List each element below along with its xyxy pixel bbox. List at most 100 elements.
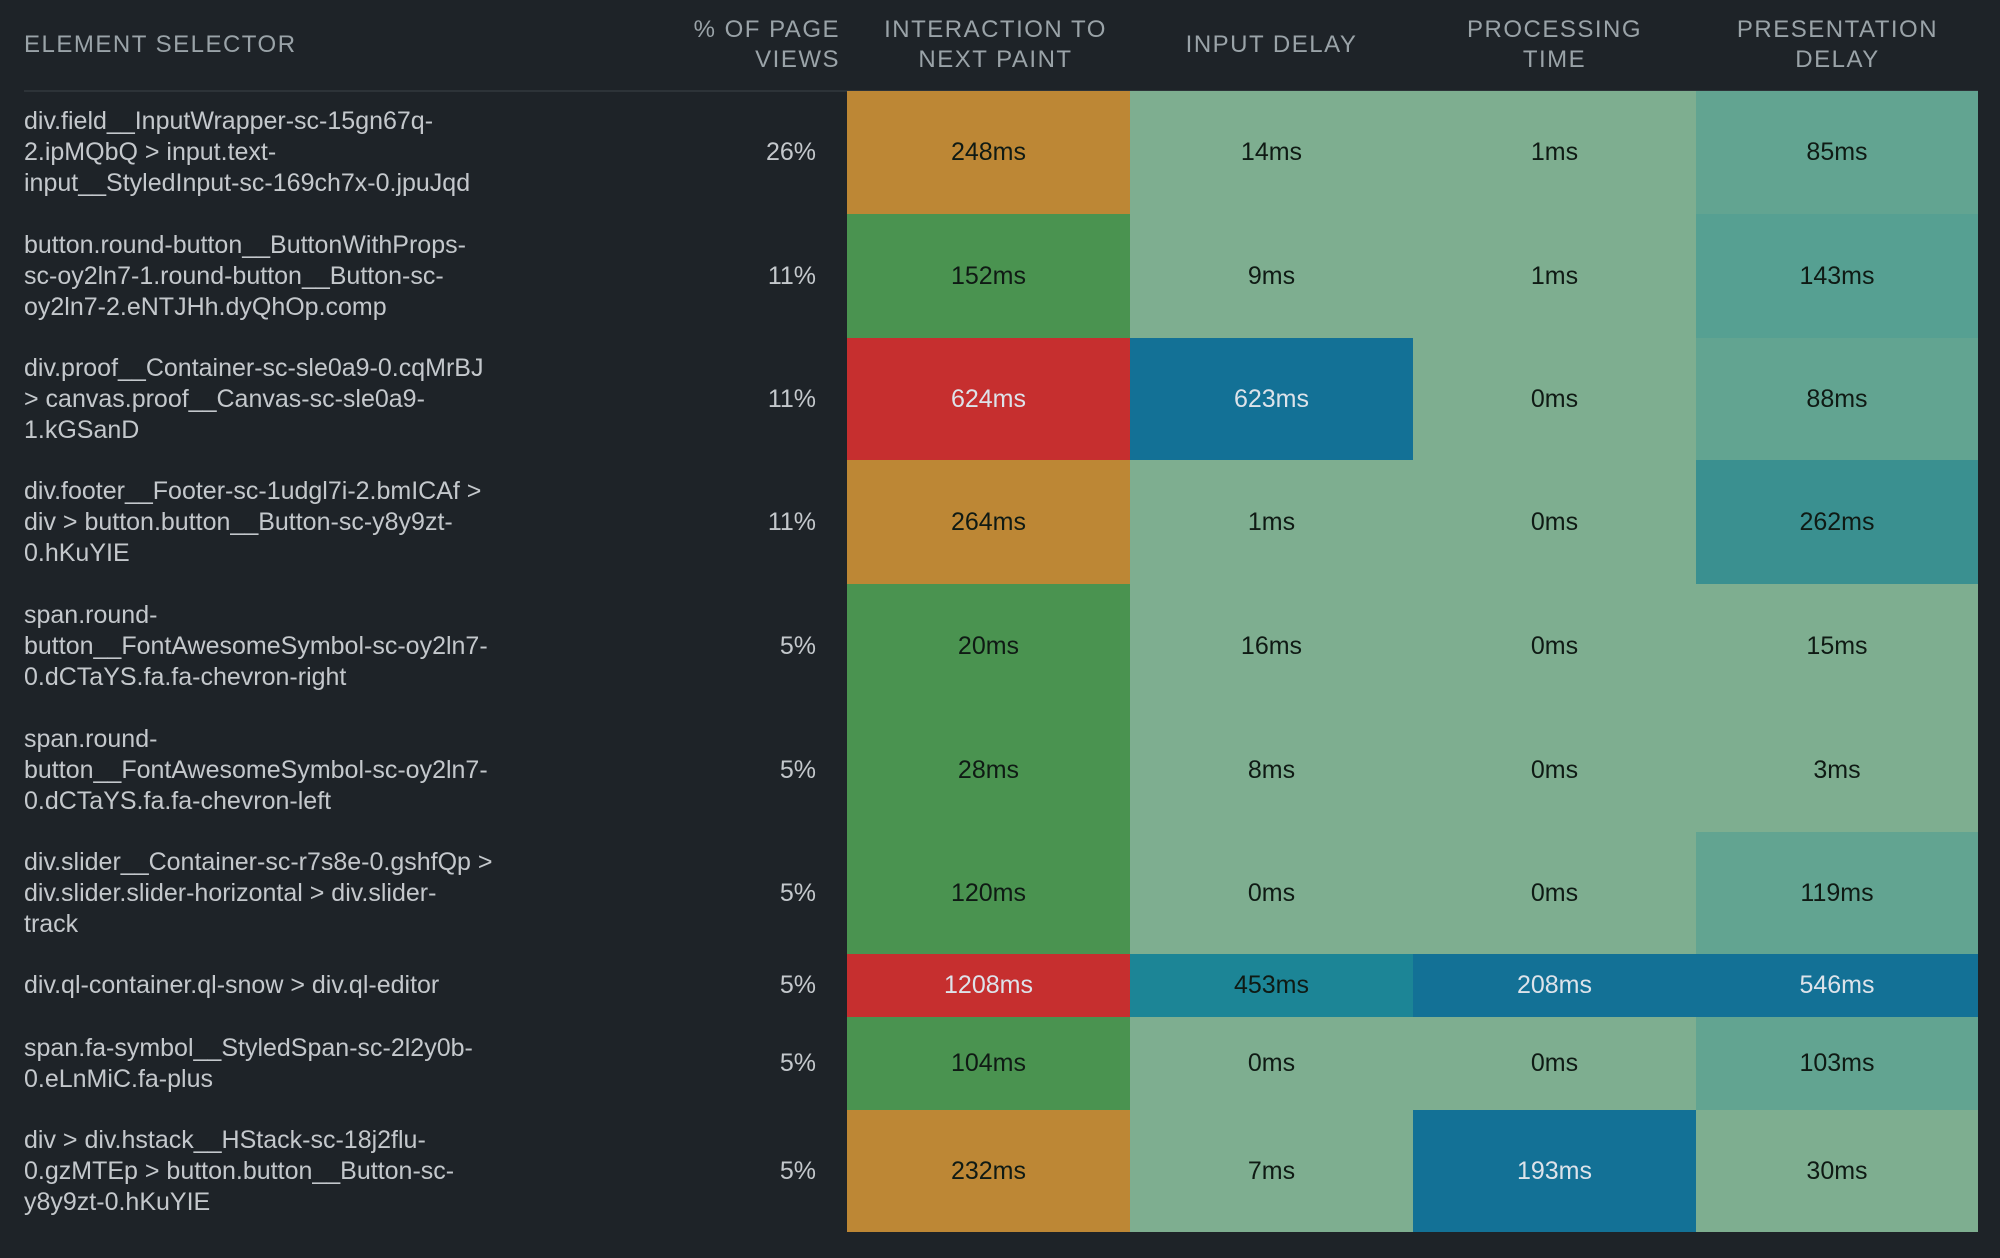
page-views-percent: 26%	[765, 138, 816, 166]
page-views-percent: 5%	[779, 1156, 816, 1185]
processing-time-cell: 193ms	[1413, 1110, 1696, 1232]
input-delay-cell: 14ms	[1130, 91, 1413, 214]
presentation-delay-cell: 30ms	[1696, 1110, 1978, 1232]
element-selector-text: div.ql-container.ql-snow > div.ql-editor	[24, 971, 440, 999]
table-row[interactable]: div.proof__Container-sc-sle0a9-0.cqMrBJ >…	[0, 338, 2000, 460]
presentation-delay-cell: 85ms	[1696, 91, 1978, 214]
itnp-cell: 232ms	[847, 1110, 1130, 1232]
element-selector-text: button.round-button__ButtonWithProps-	[24, 230, 466, 259]
presentation-delay-cell: 143ms	[1696, 214, 1978, 338]
table-row[interactable]: button.round-button__ButtonWithProps-sc-…	[0, 214, 2000, 338]
element-selector-text: 1.kGSanD	[24, 415, 140, 444]
header-element-selector[interactable]: ELEMENT SELECTOR	[24, 0, 584, 90]
input-delay-cell: 7ms	[1130, 1110, 1413, 1232]
element-selector-cell: div.field__InputWrapper-sc-15gn67q- 2.ipM…	[24, 91, 604, 214]
presentation-delay-cell: 3ms	[1696, 708, 1978, 832]
element-selector-text: 0.gzMTEp > button.button__Button-sc-	[24, 1156, 455, 1185]
header-label-line: % OF PAGE	[693, 16, 840, 43]
element-selector-text: span.round-	[24, 600, 158, 629]
table-row[interactable]: div.footer__Footer-sc-1udgl7i-2.bmICAf >…	[0, 460, 2000, 584]
header-interaction-to-next-paint[interactable]: INTERACTION TO NEXT PAINT	[854, 0, 1137, 90]
element-selector-text: 0.dCTaYS.fa.fa-chevron-right	[24, 662, 347, 691]
table-row[interactable]: span.round-button__FontAwesomeSymbol-sc-…	[0, 708, 2000, 832]
element-selector-cell: div.footer__Footer-sc-1udgl7i-2.bmICAf >…	[24, 460, 604, 584]
table-row[interactable]: div.field__InputWrapper-sc-15gn67q- 2.ipM…	[0, 91, 2000, 214]
header-label-line: INPUT DELAY	[1185, 31, 1358, 58]
itnp-cell: 28ms	[847, 708, 1130, 832]
table-row[interactable]: span.fa-symbol__StyledSpan-sc-2l2y0b- 0.e…	[0, 1017, 2000, 1110]
input-delay-cell: 9ms	[1130, 214, 1413, 338]
header-input-delay[interactable]: INPUT DELAY	[1130, 0, 1413, 90]
presentation-delay-cell: 546ms	[1696, 954, 1978, 1017]
presentation-delay-cell: 103ms	[1696, 1017, 1978, 1110]
element-selector-text: 0.dCTaYS.fa.fa-chevron-left	[24, 786, 332, 815]
element-selector-text: div.proof__Container-sc-sle0a9-0.cqMrBJ	[24, 353, 484, 382]
input-delay-cell: 453ms	[1130, 954, 1413, 1017]
itnp-cell: 152ms	[847, 214, 1130, 338]
element-selector-text: 0.hKuYIE	[24, 538, 130, 567]
processing-time-cell: 208ms	[1413, 954, 1696, 1017]
element-selector-text: div.slider__Container-sc-r7s8e-0.gshfQp …	[24, 847, 493, 876]
header-label-line: DELAY	[1795, 46, 1880, 73]
processing-time-cell: 0ms	[1413, 584, 1696, 708]
page-views-percent: 5%	[779, 755, 816, 784]
table-row[interactable]: div.ql-container.ql-snow > div.ql-editor…	[0, 954, 2000, 1017]
itnp-cell: 624ms	[847, 338, 1130, 460]
element-selector-text: input__StyledInput-sc-169ch7x-0.jpuJqd	[24, 169, 471, 197]
header-label-line: PROCESSING	[1466, 16, 1643, 43]
page-views-percent: 5%	[779, 1049, 816, 1077]
itnp-cell: 120ms	[847, 832, 1130, 954]
processing-time-cell: 0ms	[1413, 708, 1696, 832]
page-views-percent: 5%	[779, 631, 816, 660]
presentation-delay-cell: 262ms	[1696, 460, 1978, 584]
processing-time-cell: 0ms	[1413, 338, 1696, 460]
presentation-delay-cell: 15ms	[1696, 584, 1978, 708]
element-selector-text: > canvas.proof__Canvas-sc-sle0a9-	[24, 384, 425, 413]
page-views-percent: 11%	[767, 261, 816, 290]
input-delay-cell: 1ms	[1130, 460, 1413, 584]
table-row[interactable]: span.round-button__FontAwesomeSymbol-sc-…	[0, 584, 2000, 708]
header-processing-time[interactable]: PROCESSING TIME	[1413, 0, 1696, 90]
element-selector-text: div > div.hstack__HStack-sc-18j2flu-	[24, 1125, 426, 1154]
header-label-line: ELEMENT SELECTOR	[24, 31, 297, 58]
element-selector-text: sc-oy2ln7-1.round-button__Button-sc-	[24, 261, 444, 290]
header-label-line: TIME	[1522, 46, 1587, 73]
element-selector-cell: div > div.hstack__HStack-sc-18j2flu- 0.gz…	[24, 1110, 604, 1232]
element-selector-text: div.footer__Footer-sc-1udgl7i-2.bmICAf >	[24, 476, 482, 505]
element-selector-text: span.fa-symbol__StyledSpan-sc-2l2y0b-	[24, 1033, 473, 1062]
header-presentation-delay[interactable]: PRESENTATION DELAY	[1696, 0, 1979, 90]
header-label-line: VIEWS	[755, 46, 840, 73]
processing-time-cell: 0ms	[1413, 832, 1696, 954]
page-views-percent: 11%	[767, 507, 816, 536]
table-body: div.field__InputWrapper-sc-15gn67q- 2.ipM…	[0, 91, 2000, 1232]
element-selector-text: span.round-	[24, 724, 158, 753]
presentation-delay-cell: 88ms	[1696, 338, 1978, 460]
table-header: ELEMENT SELECTOR % OF PAGE VIEWS INTERAC…	[24, 0, 1978, 92]
processing-time-cell: 0ms	[1413, 460, 1696, 584]
table-row[interactable]: div.slider__Container-sc-r7s8e-0.gshfQp …	[0, 832, 2000, 954]
element-selector-cell: div.ql-container.ql-snow > div.ql-editor	[24, 954, 604, 1017]
element-selector-cell: div.proof__Container-sc-sle0a9-0.cqMrBJ >…	[24, 338, 604, 460]
header-label-line: NEXT PAINT	[918, 46, 1073, 73]
page-views-percent: 5%	[779, 878, 816, 907]
element-selector-text: div.field__InputWrapper-sc-15gn67q-	[24, 107, 434, 135]
presentation-delay-cell: 119ms	[1696, 832, 1978, 954]
header-label-line: INTERACTION TO	[884, 16, 1107, 43]
element-selector-text: button__FontAwesomeSymbol-sc-oy2ln7-	[24, 631, 488, 660]
input-delay-cell: 0ms	[1130, 1017, 1413, 1110]
element-selector-text: button__FontAwesomeSymbol-sc-oy2ln7-	[24, 755, 488, 784]
table-row[interactable]: div > div.hstack__HStack-sc-18j2flu- 0.gz…	[0, 1110, 2000, 1232]
itnp-cell: 264ms	[847, 460, 1130, 584]
element-selector-cell: span.fa-symbol__StyledSpan-sc-2l2y0b- 0.e…	[24, 1017, 604, 1110]
element-selector-cell: div.slider__Container-sc-r7s8e-0.gshfQp …	[24, 832, 604, 954]
itnp-cell: 104ms	[847, 1017, 1130, 1110]
page-views-percent: 5%	[779, 971, 816, 999]
itnp-cell: 248ms	[847, 91, 1130, 214]
element-selector-text: oy2ln7-2.eNTJHh.dyQhOp.comp	[24, 292, 387, 321]
element-selector-cell: button.round-button__ButtonWithProps-sc-…	[24, 214, 604, 338]
processing-time-cell: 0ms	[1413, 1017, 1696, 1110]
header-page-views-percent[interactable]: % OF PAGE VIEWS	[624, 0, 840, 90]
interaction-breakdown-table: ELEMENT SELECTOR % OF PAGE VIEWS INTERAC…	[0, 0, 2000, 1232]
input-delay-cell: 8ms	[1130, 708, 1413, 832]
input-delay-cell: 0ms	[1130, 832, 1413, 954]
